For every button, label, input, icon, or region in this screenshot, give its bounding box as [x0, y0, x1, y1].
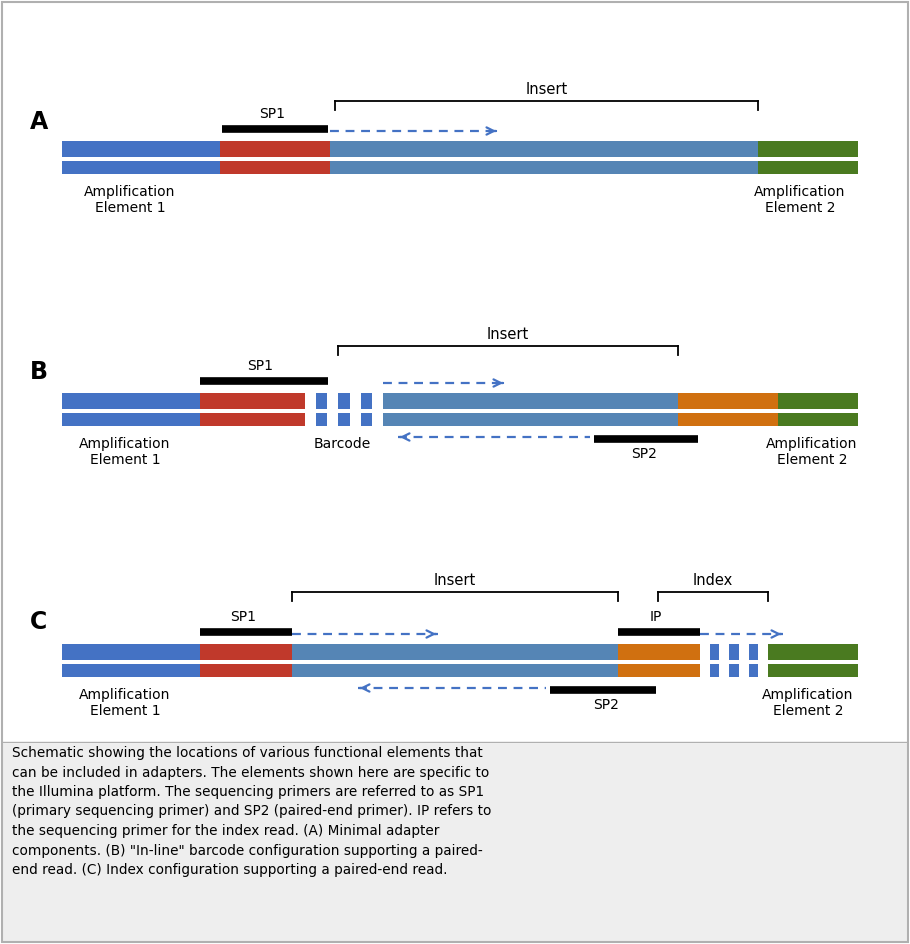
Bar — [720, 664, 729, 677]
Bar — [678, 393, 778, 409]
Bar — [739, 644, 749, 660]
Bar — [739, 664, 749, 677]
Bar — [328, 393, 339, 409]
Text: Amplification
Element 2: Amplification Element 2 — [754, 185, 845, 215]
Bar — [62, 644, 200, 660]
Bar — [618, 644, 700, 660]
Bar — [758, 160, 858, 174]
Bar — [305, 393, 316, 409]
Bar — [62, 393, 200, 409]
Bar — [700, 664, 710, 677]
Bar — [62, 413, 200, 426]
Bar — [330, 160, 758, 174]
Text: Insert: Insert — [487, 327, 529, 342]
Text: SP2: SP2 — [631, 447, 657, 461]
Text: Index: Index — [693, 573, 733, 588]
Text: Amplification
Element 1: Amplification Element 1 — [79, 688, 171, 718]
Text: Insert: Insert — [525, 82, 568, 97]
Text: SP1: SP1 — [230, 610, 256, 624]
Text: Amplification
Element 2: Amplification Element 2 — [763, 688, 854, 718]
Text: IP: IP — [650, 610, 662, 624]
Bar — [305, 393, 383, 409]
Text: SP1: SP1 — [247, 359, 273, 373]
Text: B: B — [30, 360, 48, 384]
Bar — [328, 413, 339, 426]
Text: Amplification
Element 1: Amplification Element 1 — [85, 185, 176, 215]
Bar — [700, 664, 768, 677]
Bar — [372, 413, 383, 426]
Bar — [62, 160, 220, 174]
Bar — [200, 393, 305, 409]
Bar — [292, 644, 618, 660]
Bar — [758, 664, 768, 677]
Bar — [383, 393, 678, 409]
Bar — [768, 664, 858, 677]
Text: Barcode: Barcode — [313, 437, 370, 451]
Text: SP2: SP2 — [593, 698, 619, 712]
Bar — [220, 141, 330, 157]
Bar — [200, 644, 292, 660]
Bar — [778, 393, 858, 409]
Bar — [383, 413, 678, 426]
Bar — [62, 141, 220, 157]
Bar — [700, 644, 768, 660]
Text: C: C — [30, 610, 47, 634]
Bar — [220, 160, 330, 174]
Bar — [305, 413, 316, 426]
Bar — [62, 664, 200, 677]
Text: Schematic showing the locations of various functional elements that
can be inclu: Schematic showing the locations of vario… — [12, 746, 491, 877]
Bar — [778, 413, 858, 426]
Bar — [618, 664, 700, 677]
Bar — [330, 141, 758, 157]
Bar — [758, 644, 768, 660]
Bar — [200, 413, 305, 426]
Bar — [700, 644, 710, 660]
Bar — [3, 744, 907, 941]
Bar — [349, 393, 360, 409]
Bar — [758, 141, 858, 157]
Bar — [720, 644, 729, 660]
Bar — [292, 664, 618, 677]
Bar — [200, 664, 292, 677]
Bar — [305, 413, 383, 426]
Text: Amplification
Element 1: Amplification Element 1 — [79, 437, 171, 467]
Bar — [372, 393, 383, 409]
Text: A: A — [30, 110, 48, 134]
Bar — [349, 413, 360, 426]
Text: Amplification
Element 2: Amplification Element 2 — [766, 437, 858, 467]
Text: SP1: SP1 — [259, 107, 285, 121]
Bar — [768, 644, 858, 660]
Bar — [678, 413, 778, 426]
Text: Insert: Insert — [434, 573, 476, 588]
